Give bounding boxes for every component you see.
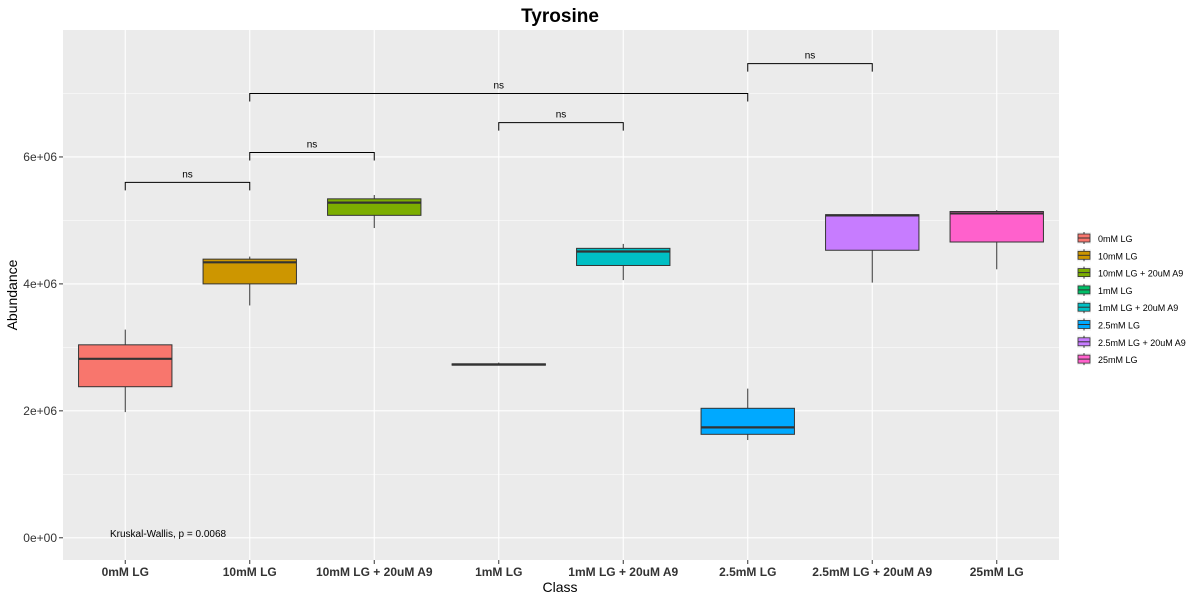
- kruskal-wallis-annotation: Kruskal-Wallis, p = 0.0068: [110, 529, 227, 540]
- x-tick-label: 1mM LG: [475, 565, 522, 579]
- plot-panel: [63, 30, 1059, 560]
- y-tick-label: 6e+06: [23, 150, 57, 164]
- chart-title: Tyrosine: [521, 6, 599, 27]
- bracket-line: [498, 122, 624, 131]
- box-2-5mm-lg-20um-a9: [825, 214, 920, 283]
- box-2-5mm-lg: [700, 388, 795, 441]
- box-25mm-lg: [949, 210, 1044, 270]
- y-tick-label: 4e+06: [23, 277, 57, 291]
- bracket-line: [747, 63, 873, 72]
- box-1mm-lg: [451, 362, 546, 366]
- legend-item: 1mM LG: [1077, 283, 1133, 296]
- box-body: [78, 344, 173, 388]
- significance-bracket: ns: [124, 169, 251, 191]
- legend-label: 0mM LG: [1098, 234, 1133, 244]
- box-series: [78, 195, 1044, 441]
- legend-label: 10mM LG + 20uM A9: [1098, 269, 1183, 279]
- legend-label: 2.5mM LG: [1098, 321, 1140, 331]
- x-tick-label: 1mM LG + 20uM A9: [568, 565, 678, 579]
- legend: 0mM LG 10mM LG 10mM LG + 20uM A9 1mM LG 1mM …: [1077, 232, 1186, 366]
- significance-label: ns: [182, 169, 193, 180]
- legend-label: 10mM LG: [1098, 251, 1138, 261]
- x-tick-label: 2.5mM LG: [719, 565, 776, 579]
- y-tick-label: 0e+00: [23, 531, 57, 545]
- significance-bracket: ns: [249, 140, 375, 161]
- significance-bracket: ns: [498, 110, 624, 131]
- box-10mm-lg: [202, 256, 297, 306]
- x-tick-label: 10mM LG: [223, 565, 277, 579]
- box-body: [576, 247, 671, 266]
- legend-label: 1mM LG + 20uM A9: [1098, 303, 1178, 313]
- x-axis-tick-labels: 0mM LG 10mM LG 10mM LG + 20uM A9 1mM LG 1mM …: [102, 560, 1024, 579]
- box-body: [700, 407, 795, 435]
- x-tick-label: 25mM LG: [970, 565, 1024, 579]
- legend-item: 2.5mM LG: [1077, 318, 1140, 331]
- x-tick-label: 10mM LG + 20uM A9: [316, 565, 433, 579]
- bracket-line: [124, 181, 251, 191]
- significance-bracket: ns: [747, 51, 873, 72]
- x-axis-title: Class: [542, 579, 577, 595]
- box-body: [949, 211, 1044, 243]
- significance-label: ns: [307, 140, 318, 151]
- y-axis-tick-labels: 0e+00 2e+06 4e+06 6e+06: [23, 150, 63, 545]
- box-body: [327, 198, 422, 216]
- significance-brackets: ns ns ns ns ns: [124, 51, 873, 191]
- legend-label: 2.5mM LG + 20uM A9: [1098, 338, 1186, 348]
- legend-label: 1mM LG: [1098, 286, 1133, 296]
- y-tick-label: 2e+06: [23, 404, 57, 418]
- box-0mm-lg: [78, 329, 173, 413]
- significance-label: ns: [556, 110, 567, 121]
- box-10mm-lg-20um-a9: [327, 195, 422, 229]
- bracket-line: [249, 92, 749, 102]
- legend-item: 0mM LG: [1077, 232, 1133, 244]
- significance-label: ns: [493, 80, 504, 91]
- legend-item: 10mM LG: [1077, 249, 1138, 262]
- legend-item: 10mM LG + 20uM A9: [1077, 266, 1183, 279]
- legend-item: 2.5mM LG + 20uM A9: [1077, 335, 1186, 348]
- legend-item: 1mM LG + 20uM A9: [1077, 301, 1178, 314]
- legend-label: 25mM LG: [1098, 355, 1138, 365]
- x-tick-label: 0mM LG: [102, 565, 149, 579]
- y-axis-title: Abundance: [4, 259, 20, 330]
- box-1mm-lg-20um-a9: [576, 243, 671, 281]
- x-tick-label: 2.5mM LG + 20uM A9: [812, 565, 932, 579]
- legend-item: 25mM LG: [1077, 353, 1138, 366]
- box-body: [825, 214, 920, 251]
- significance-bracket: ns: [249, 80, 749, 102]
- bracket-line: [249, 152, 375, 161]
- significance-label: ns: [805, 51, 816, 62]
